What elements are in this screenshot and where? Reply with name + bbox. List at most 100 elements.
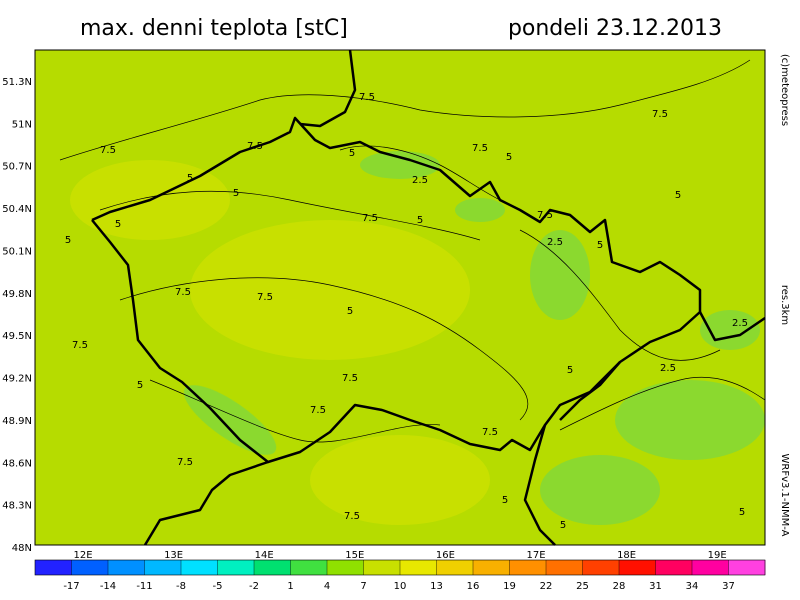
contour-label: 7.5 — [100, 145, 116, 156]
colorbar-cell — [327, 560, 364, 575]
colorbar-label: 1 — [287, 581, 293, 592]
colorbar-cell — [181, 560, 218, 575]
colorbar-cell — [144, 560, 182, 575]
side-text: res.3km — [779, 285, 790, 325]
colorbar-label: 4 — [324, 581, 330, 592]
contour-label: 5 — [739, 507, 745, 518]
contour-line — [59, 59, 751, 161]
country-border — [698, 311, 766, 342]
contour-label: 5 — [187, 173, 193, 184]
lon-label: 15E — [345, 550, 364, 561]
contour-label: 7.5 — [342, 373, 358, 384]
country-border — [523, 424, 556, 546]
contour-line — [559, 376, 766, 431]
lon-label: 18E — [617, 550, 636, 561]
contour-label: 5 — [137, 380, 143, 391]
contour-label: 7.5 — [257, 292, 273, 303]
patch — [360, 151, 440, 179]
lon-label: 14E — [255, 550, 274, 561]
lat-label: 49.2N — [2, 374, 32, 385]
colorbar-cell — [655, 560, 693, 575]
colorbar-label: 25 — [576, 581, 589, 592]
lat-label: 51N — [12, 119, 32, 130]
country-border — [299, 49, 357, 128]
lat-label: 48N — [12, 543, 32, 554]
country-border — [143, 460, 269, 546]
colorbar-cell — [692, 560, 729, 575]
contour-label: 7.5 — [537, 210, 553, 221]
lat-label: 48.9N — [2, 416, 32, 427]
contour-label: 5 — [560, 520, 566, 531]
contour-label: 5 — [597, 240, 603, 251]
contour-label: 7.5 — [482, 427, 498, 438]
cold-patches — [183, 151, 765, 525]
contour-label: 7.5 — [72, 340, 88, 351]
contour-label: 2.5 — [660, 363, 676, 374]
colorbar-cell — [473, 560, 510, 575]
contour-label: 7.5 — [344, 511, 360, 522]
colorbar-cell — [509, 560, 547, 575]
lat-label: 48.3N — [2, 501, 32, 512]
patch — [530, 230, 590, 320]
patch — [183, 385, 277, 455]
side-text: (c)meteopress — [779, 54, 790, 126]
map-frame — [34, 49, 766, 546]
lat-label: 49.5N — [2, 331, 32, 342]
lat-label: 50.4N — [2, 204, 32, 215]
map-title: max. denni teplota [stC] — [80, 16, 348, 41]
contour-label: 7.5 — [362, 213, 378, 224]
lat-label: 51.3N — [2, 77, 32, 88]
lat-label: 48.6N — [2, 458, 32, 469]
contour-label: 5 — [506, 152, 512, 163]
colorbar-cell — [582, 560, 620, 575]
colorbar-cell — [108, 560, 145, 575]
country-border — [559, 361, 621, 421]
lon-label: 12E — [73, 550, 92, 561]
contour-label: 5 — [233, 188, 239, 199]
colorbar-label: 7 — [360, 581, 366, 592]
side-text: WRFv3.1-NMM-A — [779, 454, 790, 537]
patch — [615, 380, 765, 460]
contour-label: 5 — [65, 235, 71, 246]
colorbar-cell — [619, 560, 656, 575]
contour-label: 7.5 — [175, 287, 191, 298]
lat-label: 50.1N — [2, 246, 32, 257]
colorbar-cell — [546, 560, 583, 575]
patch — [540, 455, 660, 525]
lat-label: 49.8N — [2, 289, 32, 300]
contour-label: 5 — [115, 219, 121, 230]
contour-label: 5 — [417, 215, 423, 226]
colorbar-label: 31 — [649, 581, 662, 592]
colorbar-label: 16 — [467, 581, 480, 592]
colorbar-label: -17 — [63, 581, 79, 592]
colorbar-label: 22 — [540, 581, 553, 592]
colorbar-cell — [290, 560, 328, 575]
contour-label: 5 — [502, 495, 508, 506]
colorbar-label: 19 — [503, 581, 516, 592]
contour-label: 5 — [347, 306, 353, 317]
contour-label: 7.5 — [652, 109, 668, 120]
contour-label: 7.5 — [472, 143, 488, 154]
colorbar-cell — [35, 560, 72, 575]
colorbar-label: 34 — [686, 581, 699, 592]
patch — [190, 220, 470, 360]
patch — [455, 198, 505, 222]
lon-label: 13E — [164, 550, 183, 561]
colorbar-cell — [728, 560, 766, 575]
contour-line — [119, 277, 529, 421]
contour-label: 7.5 — [247, 141, 263, 152]
contour-label: 5 — [567, 365, 573, 376]
colorbar-cell — [400, 560, 437, 575]
contour-label: 2.5 — [547, 237, 563, 248]
lon-label: 19E — [708, 550, 727, 561]
contour-label: 7.5 — [310, 405, 326, 416]
lat-label: 50.7N — [2, 162, 32, 173]
map-date: pondeli 23.12.2013 — [508, 16, 722, 41]
colorbar-cell — [436, 560, 474, 575]
colorbar-label: 37 — [722, 581, 735, 592]
contour-line — [519, 229, 721, 361]
contour-label: 2.5 — [412, 175, 428, 186]
colorbar-cell — [71, 560, 109, 575]
colorbar-label: 10 — [394, 581, 407, 592]
